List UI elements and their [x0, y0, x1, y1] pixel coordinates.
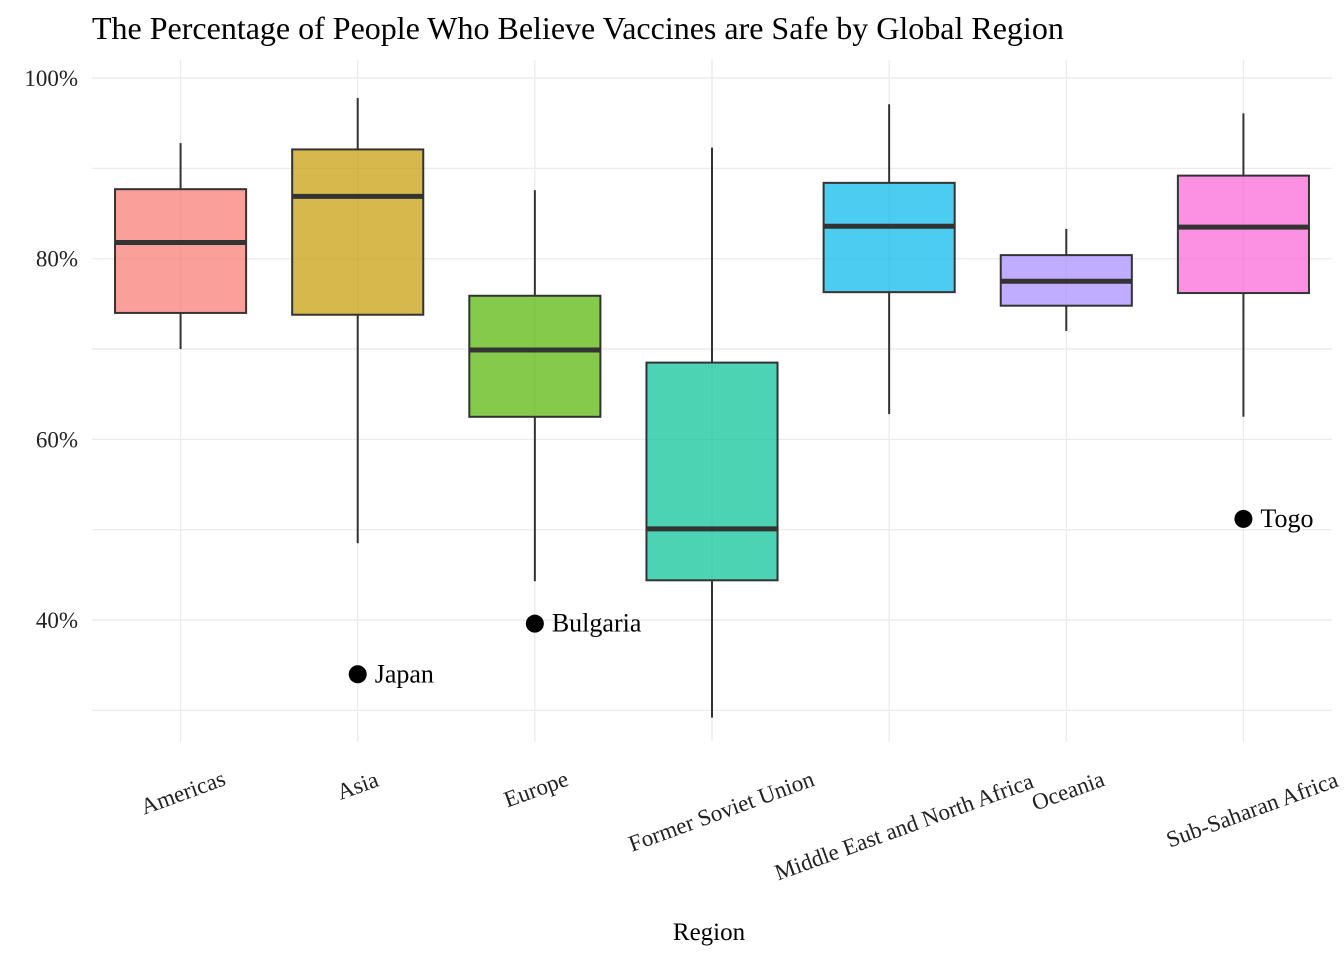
box-body [822, 181, 956, 294]
x-tick-label: Oceania [1028, 766, 1107, 815]
box-body [645, 361, 779, 582]
box-asia [291, 97, 425, 544]
x-tick-label: Europe [501, 766, 572, 812]
outlier-point [525, 614, 544, 633]
outlier-label: Bulgaria [552, 609, 642, 638]
outlier-label: Japan [375, 659, 434, 688]
x-tick-label: Asia [334, 767, 382, 805]
y-tick-label: 100% [24, 66, 78, 91]
y-tick-label: 80% [36, 247, 78, 272]
x-tick-label: Americas [137, 766, 228, 820]
outliers: Japan Bulgaria Togo [348, 504, 1314, 688]
outlier-point [348, 665, 367, 684]
boxes [114, 97, 1310, 718]
x-axis-ticks: Americas Asia Europe Former Soviet UnionMid… [137, 766, 1341, 886]
outlier-label: Togo [1260, 504, 1313, 533]
box-body [114, 188, 248, 314]
box-oceania [999, 228, 1133, 331]
chart-title: The Percentage of People Who Believe Vac… [92, 10, 1064, 46]
box-europe [468, 190, 602, 582]
x-axis-title: Region [673, 919, 746, 946]
y-tick-label: 40% [36, 608, 78, 633]
box-sub-saharan-africa [1176, 113, 1310, 417]
box-americas [114, 143, 248, 350]
y-tick-label: 60% [36, 427, 78, 452]
box-body [291, 148, 425, 316]
y-axis-ticks: 40% 60% 80% 100% [24, 66, 78, 633]
box-middle-east-and-north-africa [822, 104, 956, 415]
x-tick-label: Former Soviet Union [625, 766, 818, 857]
box-former-soviet-union [645, 147, 779, 718]
box-body [1176, 174, 1310, 295]
outlier-point [1234, 509, 1253, 528]
box-body [468, 294, 602, 418]
x-tick-label: Sub-Saharan Africa [1163, 767, 1341, 852]
